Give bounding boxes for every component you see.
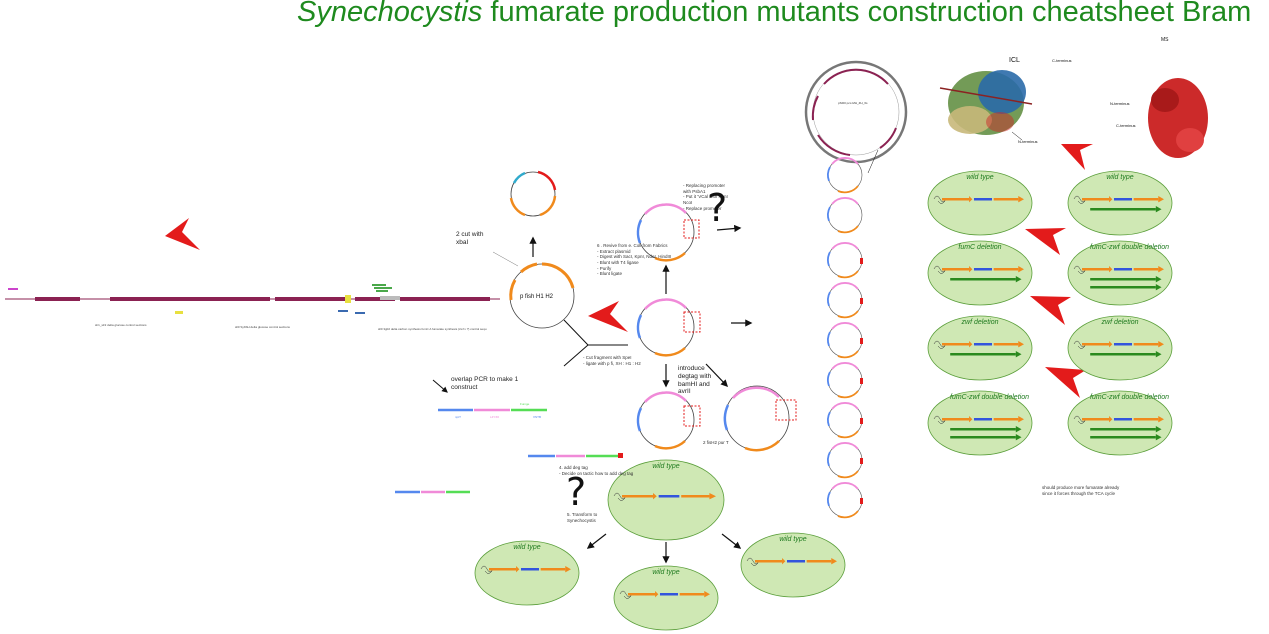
- red-pointer-icon: [1061, 144, 1093, 170]
- cell-diagram: [927, 390, 1033, 456]
- cell-diagram: [1067, 315, 1173, 381]
- add-deg-tag-text: 4. add deg tag - Decide on tactic how to…: [559, 465, 634, 476]
- cell-diagram: [1067, 390, 1173, 456]
- plasmid-middle-center: [636, 298, 701, 357]
- pcr-construct: nptT LZYZ0 Fumge XNTB: [438, 402, 547, 419]
- pcr-label-4: XNTB: [533, 415, 541, 419]
- cell-diagram: [740, 532, 846, 598]
- ms-protein-structure: [1148, 78, 1208, 158]
- red-pointer-icon: [165, 218, 200, 250]
- plasmid-column-item: [827, 242, 863, 279]
- red-pointer-icon: [1025, 228, 1066, 255]
- plasmid-column-item: [827, 402, 863, 439]
- cell-title: fumC-zwf double deletion: [1090, 244, 1169, 251]
- title-italic: Synechocystis: [297, 0, 483, 28]
- icl-label: ICL: [1009, 57, 1020, 64]
- cell-diagram: [613, 565, 719, 631]
- red-pointer-icon: [1045, 367, 1086, 398]
- plasmid-column-item: [827, 482, 863, 519]
- cell-title: wild type: [652, 463, 680, 470]
- plasmid-column-item: [827, 197, 863, 234]
- plasmid-main: [509, 262, 575, 329]
- two-fish2-label: 2 fisH2 pur T: [703, 440, 729, 445]
- page-title: Synechocystis fumarate production mutant…: [297, 0, 1251, 29]
- plasmid-map-large: [804, 60, 908, 174]
- overlap-pcr-text: overlap PCR to make 1 construct: [451, 376, 519, 391]
- transform-text: 5. Transform to Synechocystis: [567, 512, 598, 523]
- cell-title: wild type: [779, 536, 807, 543]
- c-terminus-label-2: C-terminus: [1116, 123, 1136, 128]
- deg-tag-construct: [528, 453, 623, 458]
- cell-title: zwf deletion: [961, 319, 999, 326]
- cell-title: wild type: [1106, 174, 1134, 181]
- note-text: should produce more fumarate already sin…: [1042, 485, 1120, 496]
- plasmid-column-item: [827, 322, 863, 359]
- plasmid-middle-top: [636, 203, 700, 262]
- cell-title: fumC-zwf double deletion: [950, 394, 1029, 401]
- cell-diagram: [607, 459, 725, 541]
- cell-diagram: [927, 170, 1033, 236]
- small-plasmid-label: pSI00 pcc-MH_ZH_6s: [838, 101, 868, 105]
- cell-title: wild type: [652, 569, 680, 576]
- n-terminus-label: N-terminus: [1018, 139, 1038, 144]
- icl-protein-structure: [939, 70, 1033, 141]
- plasmid-column-item: [827, 282, 863, 319]
- pcr-label-3: Fumge: [520, 402, 530, 406]
- introduce-degtag-text: introduce degtag with bamHI and avrII: [678, 365, 712, 396]
- linear-genome-map: [5, 284, 500, 314]
- plasmid-column-item: [827, 157, 863, 194]
- cut-fragment-text: - Cut fragment with SpeI - ligate with p…: [583, 355, 641, 366]
- plasmid-bottom-right: [723, 385, 797, 452]
- pcr-label-2: LZYZ0: [490, 415, 499, 419]
- cell-diagram: [1067, 240, 1173, 306]
- linear-map-caption-3: sll0 3g02 delta carbon synthesis fumC A …: [378, 327, 487, 331]
- cell-diagram: [1067, 170, 1173, 236]
- question-mark-bottom: ?: [566, 470, 587, 514]
- plasmid-column: [827, 157, 863, 519]
- title-rest: fumarate production mutants construction…: [482, 0, 1252, 28]
- c-terminus-label: C-terminus: [1052, 58, 1072, 63]
- cut-label: 2 cut with xbaI: [456, 231, 484, 246]
- cell-title: fumC-zwf double deletion: [1090, 394, 1169, 401]
- cells-layer: [474, 170, 1173, 631]
- red-pointer-icon: [1030, 296, 1071, 325]
- step6-text: 6 . Revive from e. Coli from Fabrics - E…: [597, 243, 672, 277]
- linear-map-caption-2: sll0 SybSH delta glucose control section…: [235, 325, 290, 329]
- question-mark-top: ?: [707, 186, 728, 230]
- cell-diagram: [927, 240, 1033, 306]
- cell-title: wild type: [513, 544, 541, 551]
- plasmid-column-item: [827, 362, 863, 399]
- plasmid-small-top: [509, 170, 557, 217]
- ms-label: MS: [1161, 37, 1169, 43]
- plasmid-column-item: [827, 442, 863, 479]
- cell-title: zwf deletion: [1101, 319, 1139, 326]
- plasmid-main-label: p fish H1 H2: [520, 294, 554, 300]
- cell-diagram: [927, 315, 1033, 381]
- cell-diagram: [474, 540, 580, 606]
- cell-title: fumC deletion: [958, 244, 1002, 251]
- cell-title: wild type: [966, 174, 994, 181]
- n-terminus-label-2: N-terminus: [1110, 101, 1130, 106]
- plasmid-bottom-left: [636, 391, 701, 450]
- red-pointer-icon: [588, 301, 628, 332]
- linear-map-caption-1: slr1_slr2 delta glucose control sections: [95, 323, 147, 327]
- replace-promoter-text: - Replacing promoter with PsbA1 - Put it…: [683, 183, 728, 211]
- pcr-label-1: nptT: [455, 415, 461, 419]
